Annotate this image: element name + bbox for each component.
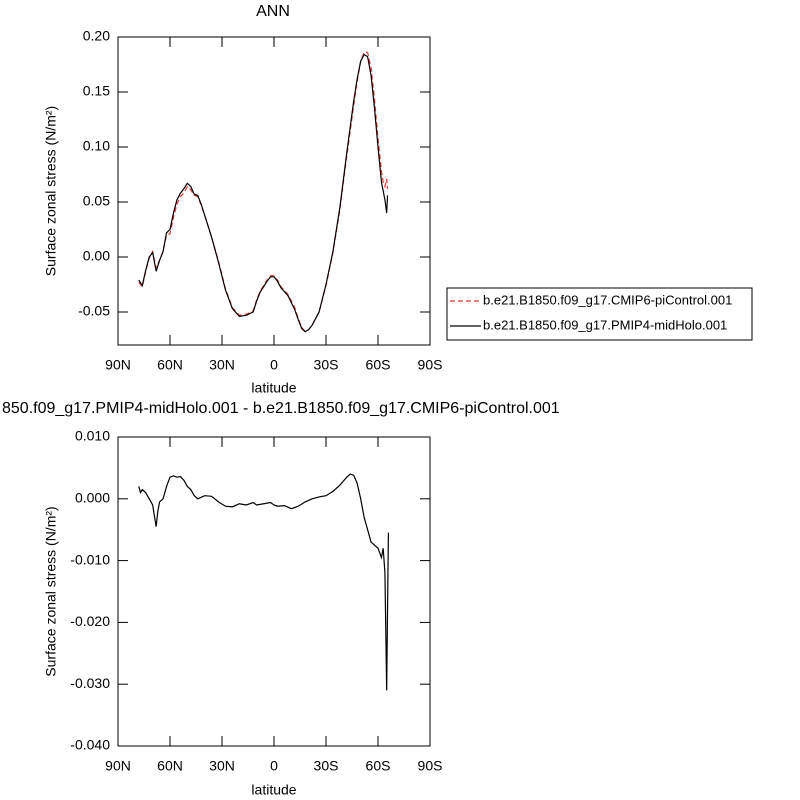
y-axis-label: Surface zonal stress (N/m²)	[43, 106, 59, 276]
plot-frame	[117, 436, 431, 747]
x-axis-label: latitude	[251, 782, 296, 798]
x-tick-label: 60S	[366, 758, 391, 774]
x-axis-label: latitude	[251, 380, 296, 396]
x-tick-label: 30N	[209, 357, 235, 373]
x-tick-label: 0	[270, 357, 278, 373]
x-tick-label: 90S	[418, 758, 443, 774]
x-tick-label: 60N	[157, 357, 183, 373]
y-tick-label: -0.040	[70, 737, 110, 753]
data-line	[138, 473, 389, 691]
chart-title: 850.f09_g17.PMIP4-midHolo.001 - b.e21.B1…	[2, 400, 560, 417]
y-axis-label: Surface zonal stress (N/m²)	[43, 506, 59, 676]
chart-title: ANN	[256, 3, 290, 20]
y-tick-label: 0.05	[83, 193, 110, 209]
x-tick-label: 60N	[157, 758, 183, 774]
y-tick-label: 0.15	[83, 83, 110, 99]
y-tick-label: 0.010	[75, 428, 110, 444]
legend-label: b.e21.B1850.f09_g17.CMIP6-piControl.001	[483, 292, 732, 307]
y-tick-label: 0.20	[83, 28, 110, 44]
y-tick-label: 0.10	[83, 138, 110, 154]
x-tick-label: 90N	[105, 758, 131, 774]
y-tick-label: -0.010	[70, 551, 110, 567]
y-tick-label: 0.00	[83, 248, 110, 264]
x-tick-label: 90N	[105, 357, 131, 373]
x-tick-label: 60S	[366, 357, 391, 373]
x-tick-label: 0	[270, 758, 278, 774]
x-tick-label: 30S	[314, 758, 339, 774]
x-tick-label: 30S	[314, 357, 339, 373]
legend-label: b.e21.B1850.f09_g17.PMIP4-midHolo.001	[483, 317, 727, 332]
x-tick-label: 30N	[209, 758, 235, 774]
data-line	[138, 51, 389, 333]
data-line	[138, 53, 389, 333]
y-tick-label: 0.000	[75, 490, 110, 506]
x-tick-label: 90S	[418, 357, 443, 373]
y-tick-label: -0.05	[78, 303, 110, 319]
y-tick-label: -0.020	[70, 613, 110, 629]
legend-box	[446, 287, 753, 341]
y-tick-label: -0.030	[70, 675, 110, 691]
